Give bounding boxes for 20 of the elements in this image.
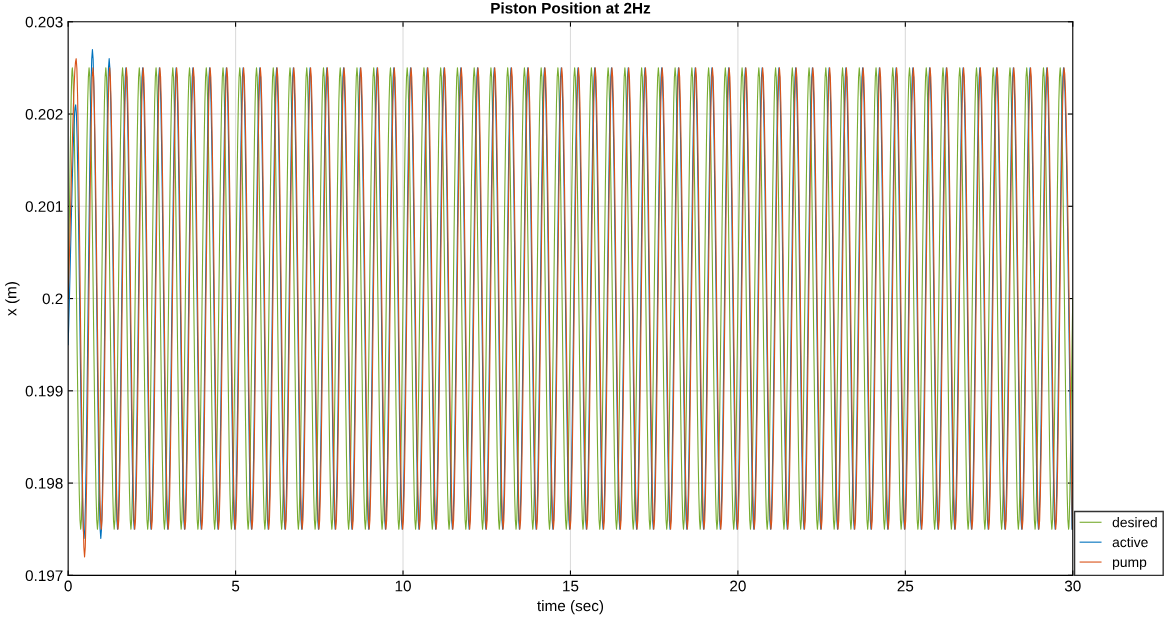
- y-tick-label: 0.203: [25, 16, 63, 28]
- x-tick-label: 0: [64, 580, 72, 592]
- y-tick-label: 0.201: [25, 201, 63, 212]
- x-tick-label: 5: [231, 580, 240, 592]
- x-tick-label: 25: [897, 580, 914, 592]
- y-tick-label: 0.198: [25, 477, 63, 489]
- y-axis-title: x (m): [5, 282, 20, 316]
- x-tick-label: 10: [395, 580, 411, 592]
- y-tick-label: 0.202: [25, 108, 63, 120]
- legend-label: desired: [1112, 517, 1157, 528]
- x-tick-label: 15: [563, 580, 579, 592]
- y-tick-label: 0.2: [42, 293, 63, 305]
- x-axis-title: time (sec): [537, 600, 604, 615]
- legend-label: active: [1112, 536, 1148, 548]
- x-tick-label: 30: [1064, 580, 1081, 592]
- x-tick-label: 20: [730, 580, 746, 592]
- legend-label: pump: [1112, 559, 1147, 570]
- y-tick-label: 0.199: [25, 385, 63, 397]
- chart-title: Piston Position at 2Hz: [491, 2, 651, 14]
- y-tick-label: 0.197: [25, 570, 63, 582]
